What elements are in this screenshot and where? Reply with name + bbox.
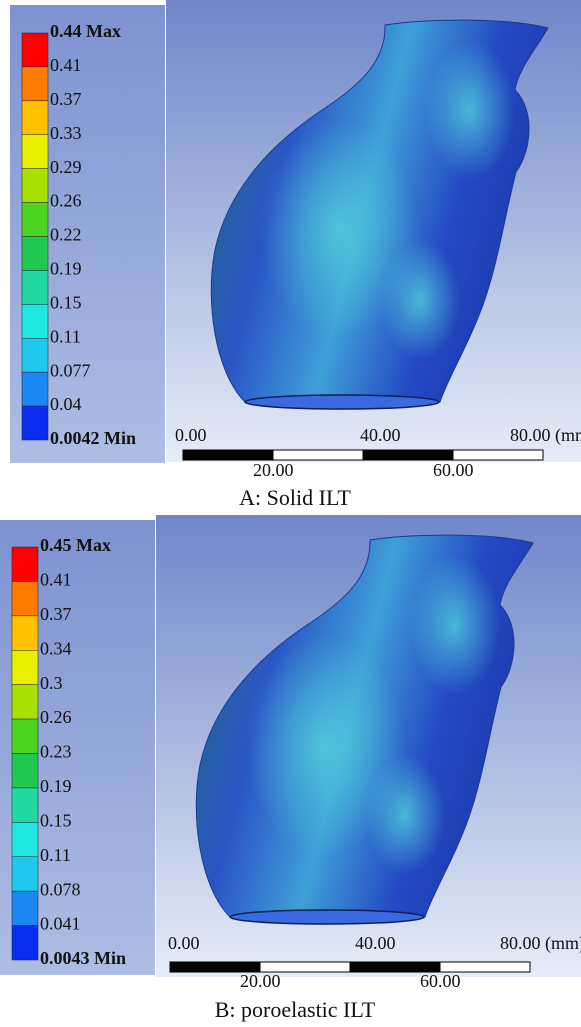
legend-label: 0.37 [50,89,82,109]
color-band [22,101,48,135]
scale-bar-segment [183,450,273,460]
scale-label: 0.00 [168,933,200,953]
legend-label: 0.45 Max [40,535,111,555]
model-opening [245,395,439,409]
legend-label: 0.11 [50,326,81,346]
legend-label: 0.19 [50,259,82,279]
figure: 0.44 Max 0.41 0.37 0.33 0.29 0.26 0.22 0.19 0.15… [0,0,581,1027]
caption: A: Solid ILT [239,485,351,510]
color-band [22,304,48,338]
legend-label: 0.077 [50,360,91,380]
model-highlight [410,555,500,695]
model-highlight [380,240,460,360]
color-band [12,547,38,581]
color-band [22,169,48,203]
model-highlight [425,40,515,180]
legend-label: 0.23 [40,742,72,762]
color-band [22,203,48,237]
color-band [12,822,38,856]
color-band [12,685,38,719]
color-band [22,67,48,101]
scale-bar-segment [453,450,543,460]
legend-label: 0.15 [50,292,82,312]
legend-label: 0.19 [40,776,72,796]
color-band [12,719,38,753]
caption: B: poroelastic ILT [215,997,376,1022]
color-band [22,372,48,406]
legend-label: 0.078 [40,879,81,899]
scale-label: 40.00 [360,425,401,445]
scale-label: 40.00 [355,933,396,953]
legend-label: 0.26 [40,707,72,727]
color-band [22,270,48,304]
legend-label: 0.3 [40,673,63,693]
scale-label: 80.00 (mm) [510,425,581,446]
legend-label: 0.26 [50,191,82,211]
color-band [12,754,38,788]
scale-bar-segment [363,450,453,460]
color-band [12,926,38,960]
scale-bar-segment [273,450,363,460]
color-band [12,857,38,891]
legend-label: 0.41 [40,570,72,590]
legend-label: 0.33 [50,123,82,143]
legend-label: 0.41 [50,55,82,75]
model-highlight [365,755,445,875]
color-band [12,616,38,650]
legend-label: 0.15 [40,810,72,830]
color-band [12,891,38,925]
legend-label: 0.04 [50,394,82,414]
color-band [22,135,48,169]
color-band [12,788,38,822]
color-band [22,237,48,271]
color-band [22,406,48,440]
legend-label: 0.0043 Min [40,948,126,968]
color-band [22,338,48,372]
scale-label: 60.00 [420,971,461,991]
model-opening [230,910,424,924]
color-band [12,650,38,684]
scale-label: 20.00 [240,971,281,991]
color-band [12,581,38,615]
legend-label: 0.37 [40,604,72,624]
legend-label: 0.041 [40,914,81,934]
legend-label: 0.11 [40,845,71,865]
legend-label: 0.34 [40,638,72,658]
legend-label: 0.0042 Min [50,428,136,448]
legend-label: 0.22 [50,225,82,245]
scale-label: 60.00 [433,460,474,480]
legend-label: 0.29 [50,157,82,177]
scale-label: 80.00 (mm) [500,933,581,954]
scale-label: 20.00 [253,460,294,480]
scale-label: 0.00 [175,425,207,445]
color-band [22,33,48,67]
legend-label: 0.44 Max [50,21,121,41]
